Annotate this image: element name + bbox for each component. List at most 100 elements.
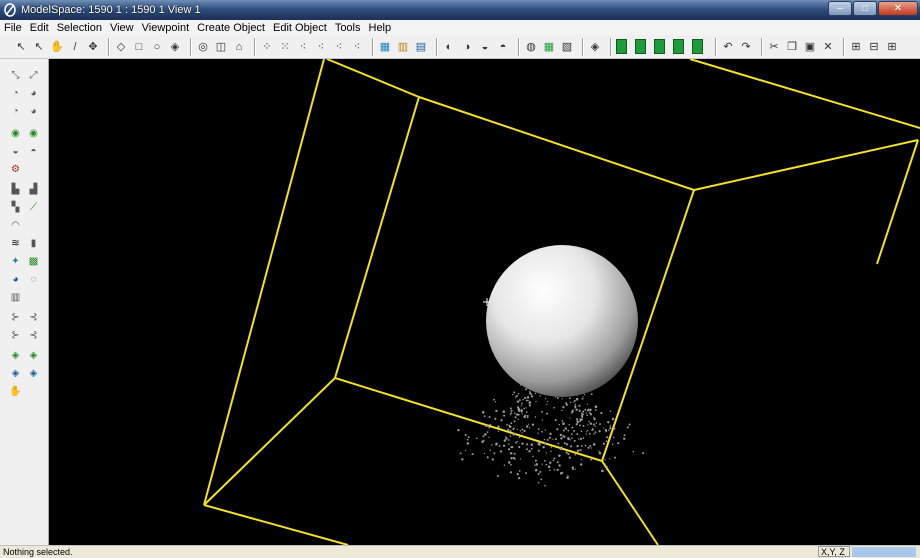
cloud-point — [588, 411, 591, 414]
fit-shape-4-icon[interactable]: ◕ — [30, 106, 37, 117]
pipe-tool-2-icon[interactable]: ⊰ — [29, 312, 38, 323]
menu-edit-object[interactable]: Edit Object — [273, 21, 327, 34]
pipe-tool-icon[interactable]: ⊱ — [11, 312, 20, 323]
grid-2-icon[interactable]: ▧ — [561, 41, 573, 53]
close-button[interactable]: ✕ — [878, 1, 918, 16]
fit-pipe-icon[interactable]: ⚙ — [11, 164, 20, 175]
maximize-button[interactable]: □ — [853, 1, 877, 16]
cloud-point — [526, 414, 529, 417]
menu-create-object[interactable]: Create Object — [197, 21, 265, 34]
view-2-icon[interactable] — [635, 39, 646, 54]
cloud-point — [603, 427, 605, 429]
cloud-point — [545, 412, 549, 415]
toolbar-separator — [372, 37, 374, 56]
align-2-icon[interactable]: ⊟ — [869, 41, 879, 53]
rotate-view-icon[interactable]: ◎ — [198, 41, 208, 53]
cloud-point — [530, 447, 533, 450]
intensity-icon[interactable]: ▥ — [397, 41, 409, 53]
fit-icon[interactable]: ◍ — [526, 41, 536, 53]
view-4-icon[interactable] — [673, 39, 684, 54]
fit-curve-icon[interactable]: ◠ — [11, 220, 20, 231]
redo-icon[interactable]: ↷ — [741, 41, 751, 53]
layers-icon[interactable]: ≋ — [11, 238, 20, 249]
view-3-icon[interactable] — [654, 39, 665, 54]
move-icon[interactable]: ✥ — [88, 41, 98, 53]
fit-box-icon[interactable]: ▙ — [11, 184, 20, 195]
menu-file[interactable]: File — [4, 21, 22, 34]
cloud-point — [569, 417, 571, 419]
toolbar-separator — [108, 37, 110, 56]
select-object-icon[interactable]: ◈ — [170, 41, 180, 53]
view-1-icon[interactable] — [616, 39, 627, 54]
snap-icon[interactable]: ✦ — [11, 256, 20, 267]
view-5-icon[interactable] — [692, 39, 703, 54]
fit-corner-icon[interactable]: ▚ — [11, 202, 20, 213]
paste-icon[interactable]: ▣ — [804, 41, 816, 53]
point-edit-icon[interactable]: ⁖ — [299, 41, 307, 53]
fit-plane-icon[interactable]: ◒ — [12, 146, 19, 157]
align-3-icon[interactable]: ⊞ — [887, 41, 897, 53]
point-tool-2-icon[interactable]: ⁙ — [280, 41, 290, 53]
fit-edge-icon[interactable]: ⟋ — [30, 202, 37, 213]
point-edit-3-icon[interactable]: ⁖ — [335, 41, 343, 53]
camera-icon[interactable]: ⌂ — [235, 40, 243, 53]
measure-2-icon[interactable]: ⤢ — [29, 70, 38, 81]
connect-icon[interactable]: ◈ — [11, 350, 20, 361]
point-edit-2-icon[interactable]: ⁖ — [317, 41, 325, 53]
menu-view[interactable]: View — [109, 21, 134, 34]
menu-viewpoint[interactable]: Viewpoint — [141, 21, 190, 34]
pan-hand-icon[interactable]: ✋ — [50, 41, 64, 53]
lasso-icon[interactable]: ◇ — [116, 41, 126, 53]
fit-shape-2-icon[interactable]: ◕ — [30, 88, 37, 99]
3d-viewport[interactable] — [49, 59, 920, 545]
menu-selection[interactable]: Selection — [56, 21, 102, 34]
cloud-point — [569, 401, 572, 403]
render-2-icon[interactable]: ◑ — [463, 40, 471, 53]
connect-3-icon[interactable]: ◈ — [11, 368, 20, 379]
rectangle-select-icon[interactable]: □ — [135, 40, 143, 53]
undo-icon[interactable]: ↶ — [723, 41, 733, 53]
select-arrow-icon[interactable]: ↖ — [16, 41, 26, 53]
minimize-button[interactable]: – — [828, 1, 852, 16]
menu-tools[interactable]: Tools — [334, 21, 361, 34]
hand-tool-icon[interactable]: ✋ — [9, 386, 22, 397]
pipe-tool-4-icon[interactable]: ⊰ — [29, 330, 38, 341]
grid-icon[interactable]: ▦ — [543, 41, 555, 53]
render-icon[interactable]: ◐ — [445, 40, 453, 53]
globe-icon[interactable]: ◕ — [12, 274, 19, 285]
cut-icon[interactable]: ✂ — [769, 41, 779, 53]
render-4-icon[interactable]: ◓ — [499, 40, 507, 53]
globe-2-icon[interactable]: ◌ — [30, 274, 37, 285]
cloud-point — [575, 423, 578, 426]
snap-2-icon[interactable]: ▩ — [28, 256, 39, 267]
circle-select-icon[interactable]: ○ — [153, 40, 161, 53]
connect-2-icon[interactable]: ◈ — [29, 350, 38, 361]
render-3-icon[interactable]: ◒ — [481, 40, 489, 53]
pencil-icon[interactable]: / — [73, 40, 77, 53]
cloud-point — [510, 409, 513, 412]
fit-box-2-icon[interactable]: ▟ — [29, 184, 38, 195]
align-icon[interactable]: ⊞ — [851, 41, 861, 53]
fit-shape-3-icon[interactable]: ◔ — [12, 106, 19, 117]
menu-help[interactable]: Help — [368, 21, 392, 34]
layer-icon[interactable]: ◈ — [590, 41, 600, 53]
select-plus-icon[interactable]: ↖ — [34, 41, 44, 53]
cube-icon[interactable]: ◫ — [215, 41, 227, 53]
palette-icon[interactable]: ▤ — [415, 41, 427, 53]
point-tool-icon[interactable]: ⁘ — [262, 41, 272, 53]
point-edit-4-icon[interactable]: ⁖ — [353, 41, 361, 53]
fit-plane-2-icon[interactable]: ◓ — [30, 146, 37, 157]
pipe-tool-3-icon[interactable]: ⊱ — [11, 330, 20, 341]
fit-shape-icon[interactable]: ◔ — [12, 88, 19, 99]
connect-4-icon[interactable]: ◈ — [29, 368, 38, 379]
column-icon[interactable]: ▥ — [10, 292, 21, 303]
fit-cylinder-2-icon[interactable]: ◉ — [29, 128, 38, 139]
copy-icon[interactable]: ❐ — [787, 41, 797, 53]
color-map-icon[interactable]: ▦ — [379, 41, 391, 53]
measure-icon[interactable]: ⤡ — [11, 70, 20, 81]
toolbar-separator — [436, 37, 438, 56]
fit-cylinder-icon[interactable]: ◉ — [11, 128, 20, 139]
extend-icon[interactable]: ▮ — [30, 238, 37, 249]
delete-icon[interactable]: ✕ — [823, 41, 833, 53]
menu-edit[interactable]: Edit — [29, 21, 49, 34]
